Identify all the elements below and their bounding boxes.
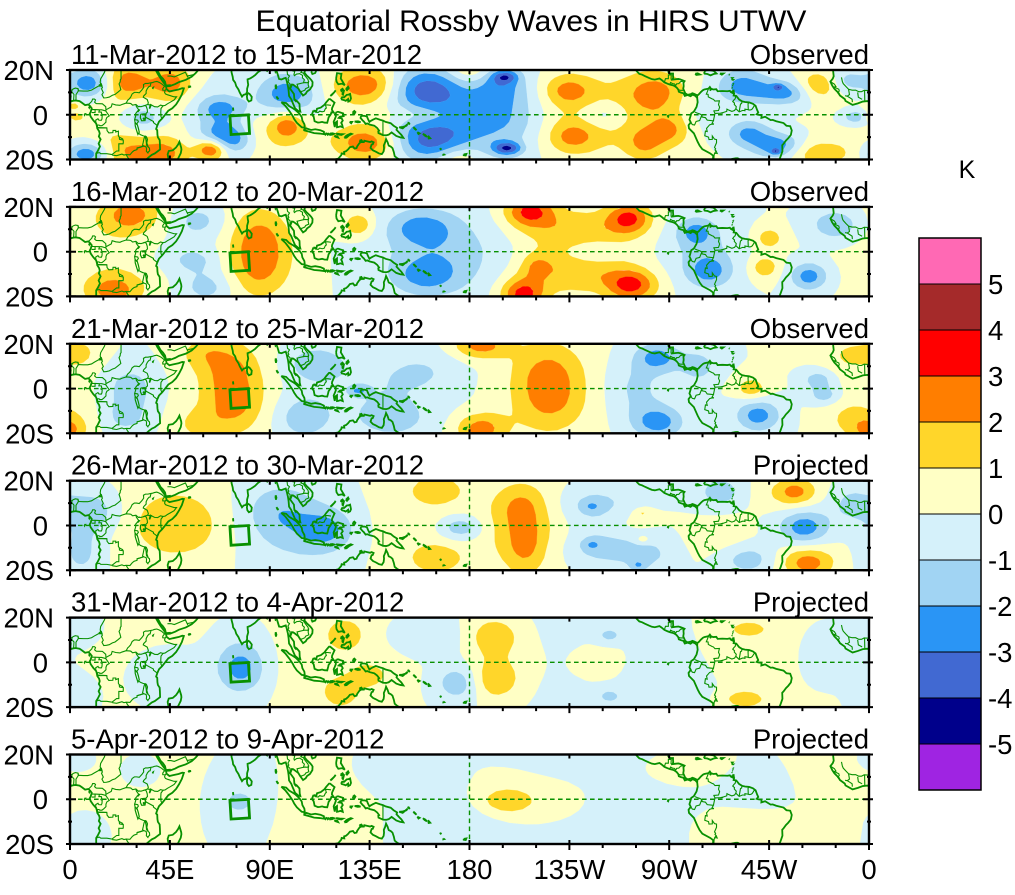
svg-text:20S: 20S (5, 555, 54, 586)
svg-text:5-Apr-2012 to 9-Apr-2012: 5-Apr-2012 to 9-Apr-2012 (71, 724, 384, 755)
svg-text:0: 0 (33, 237, 48, 268)
svg-text:31-Mar-2012 to 4-Apr-2012: 31-Mar-2012 to 4-Apr-2012 (71, 587, 404, 618)
svg-text:20N: 20N (4, 329, 54, 360)
svg-text:135E: 135E (337, 854, 401, 885)
svg-text:Projected: Projected (753, 450, 869, 481)
svg-text:-4: -4 (988, 683, 1012, 714)
svg-text:5: 5 (988, 269, 1003, 300)
svg-text:-1: -1 (988, 545, 1012, 576)
svg-text:Projected: Projected (753, 724, 869, 755)
svg-text:90W: 90W (641, 854, 698, 885)
svg-text:20S: 20S (5, 281, 54, 312)
svg-text:0: 0 (33, 511, 48, 542)
svg-text:Observed: Observed (750, 176, 869, 207)
svg-text:0: 0 (33, 100, 48, 131)
svg-text:135W: 135W (533, 854, 605, 885)
svg-text:K: K (959, 156, 976, 184)
svg-text:4: 4 (988, 315, 1003, 346)
svg-text:Observed: Observed (750, 39, 869, 70)
svg-text:20N: 20N (4, 740, 54, 771)
svg-text:20S: 20S (5, 418, 54, 449)
svg-text:0: 0 (861, 854, 876, 885)
svg-text:20N: 20N (4, 55, 54, 86)
svg-text:Equatorial Rossby Waves in HIR: Equatorial Rossby Waves in HIRS UTWV (256, 5, 807, 38)
svg-text:45W: 45W (741, 854, 798, 885)
svg-text:11-Mar-2012 to 15-Mar-2012: 11-Mar-2012 to 15-Mar-2012 (71, 39, 422, 70)
svg-text:20S: 20S (5, 692, 54, 723)
svg-text:26-Mar-2012 to 30-Mar-2012: 26-Mar-2012 to 30-Mar-2012 (71, 450, 424, 481)
svg-text:20S: 20S (5, 829, 54, 860)
svg-text:-2: -2 (988, 591, 1012, 622)
svg-text:180: 180 (447, 854, 493, 885)
svg-text:3: 3 (988, 361, 1003, 392)
svg-text:20N: 20N (4, 466, 54, 497)
svg-text:90E: 90E (245, 854, 294, 885)
svg-text:20S: 20S (5, 145, 54, 176)
svg-text:20N: 20N (4, 603, 54, 634)
svg-text:0: 0 (33, 647, 48, 678)
svg-text:2: 2 (988, 407, 1003, 438)
svg-text:-5: -5 (988, 729, 1012, 760)
svg-text:20N: 20N (4, 192, 54, 223)
svg-text:21-Mar-2012 to 25-Mar-2012: 21-Mar-2012 to 25-Mar-2012 (71, 313, 424, 344)
svg-text:1: 1 (988, 453, 1003, 484)
svg-text:45E: 45E (145, 854, 194, 885)
svg-text:16-Mar-2012 to 20-Mar-2012: 16-Mar-2012 to 20-Mar-2012 (71, 176, 424, 207)
svg-text:0: 0 (33, 374, 48, 405)
svg-text:0: 0 (62, 854, 77, 885)
svg-text:-3: -3 (988, 637, 1012, 668)
svg-text:Projected: Projected (753, 587, 869, 618)
svg-text:Observed: Observed (750, 313, 869, 344)
svg-text:0: 0 (33, 784, 48, 815)
svg-text:0: 0 (988, 499, 1003, 530)
